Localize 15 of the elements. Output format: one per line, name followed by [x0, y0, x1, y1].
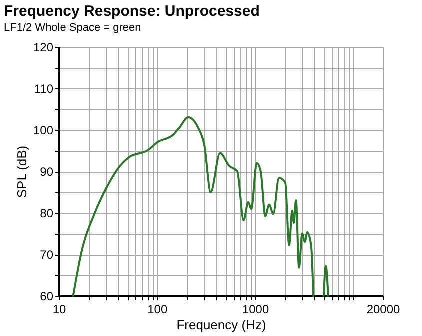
y-tick-label: 120	[33, 40, 54, 54]
x-axis-title: Frequency (Hz)	[176, 318, 266, 332]
y-tick-label: 60	[40, 290, 54, 304]
x-tick-label: 100	[148, 302, 168, 316]
chart-subtitle: LF1/2 Whole Space = green	[4, 22, 142, 34]
y-axis-title: SPL (dB)	[14, 146, 30, 198]
y-tick-label: 70	[40, 248, 54, 262]
x-tick-label: 10	[52, 302, 66, 316]
y-tick-label: 100	[33, 124, 54, 138]
y-tick-label: 110	[34, 82, 54, 96]
chart-title: Frequency Response: Unprocessed	[4, 3, 260, 20]
x-tick-label: 1000	[242, 302, 270, 316]
x-tick-label: 20000	[366, 302, 401, 316]
y-tick-label: 90	[40, 165, 54, 179]
y-tick-label: 80	[40, 206, 54, 220]
